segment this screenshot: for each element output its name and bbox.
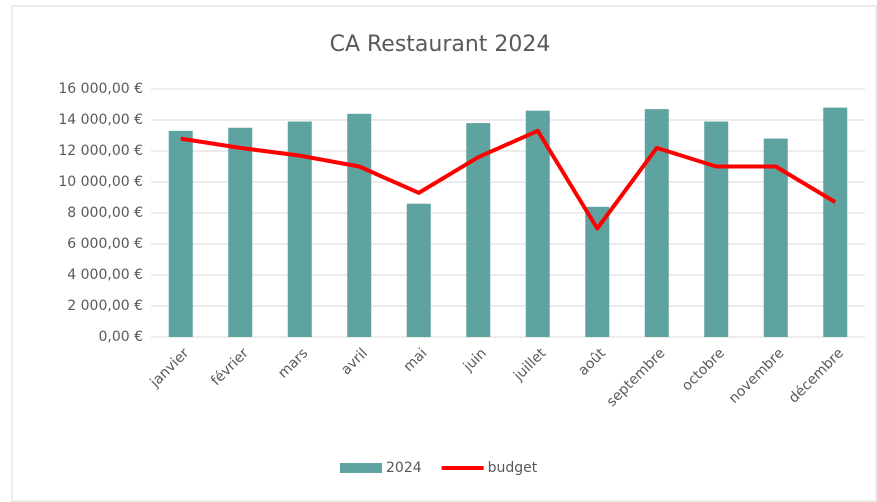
bar [168,130,193,337]
bar [406,203,431,337]
line [180,128,837,231]
y-tick-label: 16 000,00 € [58,81,143,97]
bar [525,110,550,337]
bar [347,113,372,337]
legend-swatch [340,463,382,473]
y-tick-label: 2 000,00 € [67,298,143,314]
y-tick-label: 12 000,00 € [58,143,143,159]
bar [644,109,669,338]
legend-label: budget [488,460,538,476]
y-tick-label: 6 000,00 € [67,236,143,252]
y-tick-label: 0,00 € [98,329,143,345]
legend-label: 2024 [386,460,422,476]
y-tick-label: 14 000,00 € [58,112,143,128]
y-tick-label: 4 000,00 € [67,267,143,283]
chart-title: CA Restaurant 2024 [330,32,551,57]
y-tick-label: 8 000,00 € [67,205,143,221]
bar [704,121,729,337]
bar [823,107,848,337]
y-tick-label: 10 000,00 € [58,174,143,190]
bar [228,127,253,337]
